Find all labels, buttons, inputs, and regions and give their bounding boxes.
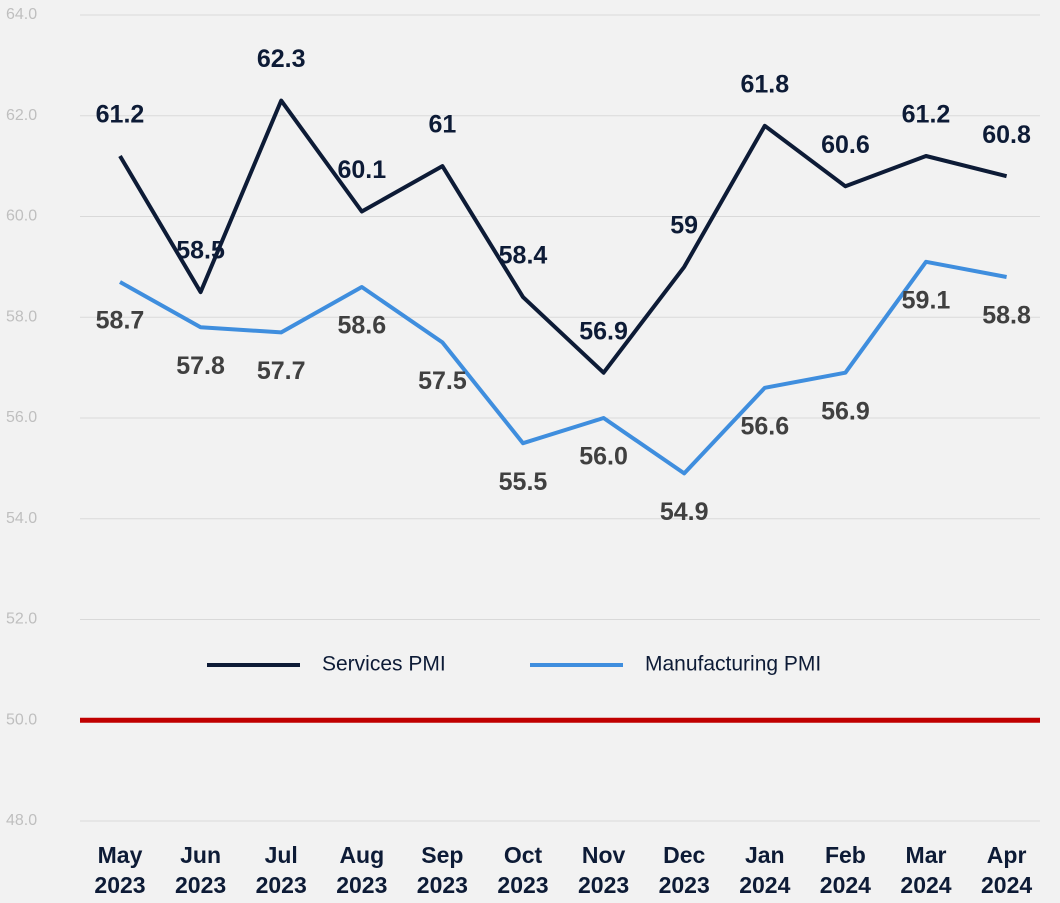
x-tick-label: Nov 2023 <box>578 842 630 898</box>
data-label: 56.6 <box>740 412 789 440</box>
legend-label: Services PMI <box>322 653 446 676</box>
y-tick-label: 54.0 <box>6 510 37 527</box>
data-label: 54.9 <box>660 498 709 526</box>
x-tick-label: Feb 2024 <box>819 842 871 898</box>
data-label: 57.5 <box>418 367 467 395</box>
data-label: 57.7 <box>257 357 306 385</box>
data-label: 56.9 <box>579 317 628 345</box>
y-tick-label: 52.0 <box>6 611 37 628</box>
data-label: 58.4 <box>499 242 548 270</box>
data-label: 61 <box>428 111 456 139</box>
series-line <box>119 259 1007 476</box>
x-tick-label: Oct 2023 <box>497 842 549 898</box>
x-tick-label: May 2023 <box>94 842 146 898</box>
data-label: 60.6 <box>821 131 870 159</box>
y-tick-label: 48.0 <box>6 812 37 829</box>
x-tick-label: Sep 2023 <box>416 842 468 898</box>
x-tick-label: Jun 2023 <box>175 842 227 898</box>
data-label: 60.1 <box>337 156 386 184</box>
y-tick-label: 60.0 <box>6 208 37 225</box>
data-label: 58.5 <box>176 237 225 265</box>
x-tick-label: Mar 2024 <box>900 842 952 898</box>
y-tick-label: 50.0 <box>6 711 37 728</box>
data-label: 59.1 <box>902 286 951 314</box>
x-tick-label: Jul 2023 <box>255 842 307 898</box>
data-label: 57.8 <box>176 352 225 380</box>
data-label: 58.7 <box>96 307 145 335</box>
data-label: 61.2 <box>902 101 951 129</box>
y-tick-label: 64.0 <box>6 6 37 23</box>
data-label: 55.5 <box>499 468 548 496</box>
x-tick-label: Aug 2023 <box>336 842 388 898</box>
data-label: 56.9 <box>821 397 870 425</box>
data-label: 58.8 <box>982 302 1031 330</box>
y-tick-label: 58.0 <box>6 308 37 325</box>
data-label: 61.8 <box>740 70 789 98</box>
data-label: 56.0 <box>579 443 628 471</box>
y-tick-label: 56.0 <box>6 409 37 426</box>
data-label: 62.3 <box>257 45 306 73</box>
data-label: 58.6 <box>337 312 386 340</box>
x-tick-label: Dec 2023 <box>658 842 710 898</box>
x-tick-label: Apr 2024 <box>981 842 1033 898</box>
legend-label: Manufacturing PMI <box>645 653 821 676</box>
data-label: 59 <box>670 211 698 239</box>
series-line <box>118 98 1008 375</box>
data-label: 61.2 <box>96 101 145 129</box>
x-tick-label: Jan 2024 <box>739 842 791 898</box>
y-tick-label: 62.0 <box>6 107 37 124</box>
data-label: 60.8 <box>982 121 1031 149</box>
